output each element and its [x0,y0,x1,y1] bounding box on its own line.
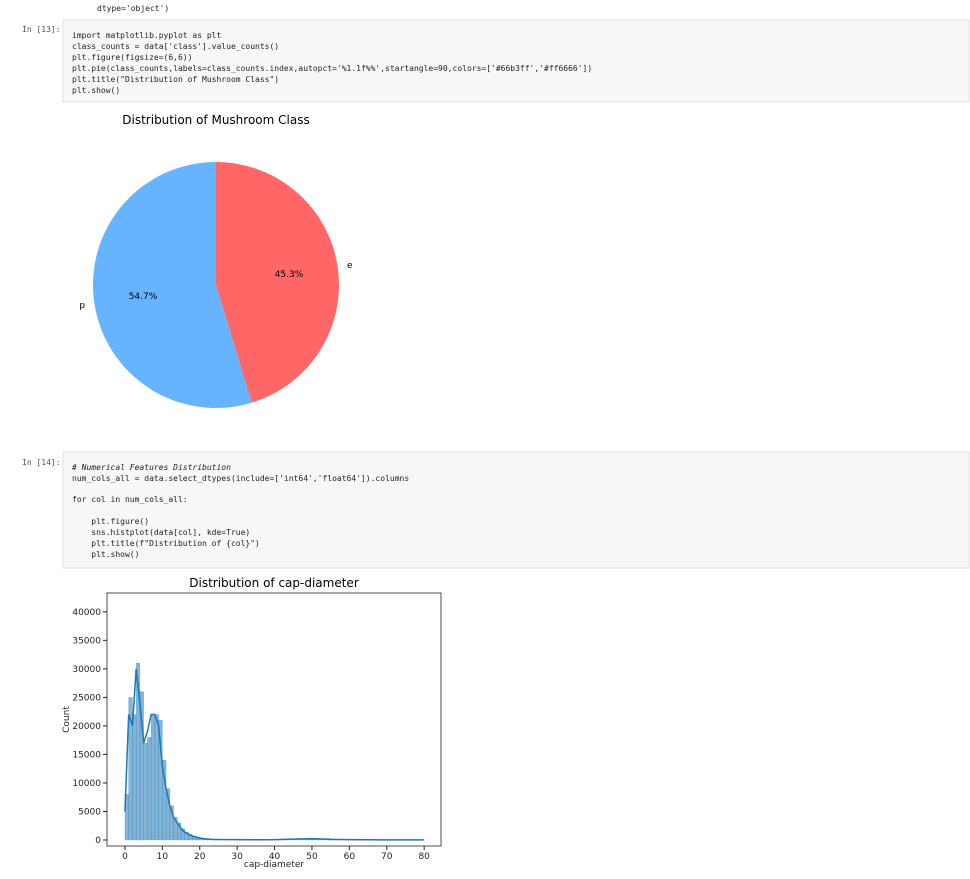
y-tick-label: 30000 [72,665,101,675]
code-line: plt.pie(class_counts,labels=class_counts… [72,64,592,73]
x-tick-label: 70 [381,852,393,862]
cell-prompt: In [13]: [22,25,61,34]
slice-percent: 54.7% [129,292,158,302]
code-cell[interactable] [62,19,970,103]
histogram-bar [124,794,129,841]
histogram-bar [143,742,148,841]
y-tick-label: 25000 [72,693,101,703]
code-line: num_cols_all = data.select_dtypes(includ… [72,474,409,483]
y-tick-label: 0 [95,836,101,846]
x-axis-label: cap-diameter [244,860,305,870]
code-line: plt.show() [72,86,120,95]
slice-label: e [347,261,353,271]
y-tick-label: 5000 [78,807,101,817]
x-tick-label: 60 [344,852,356,862]
cell-prompt: In [14]: [22,458,61,467]
y-tick-label: 35000 [72,636,101,646]
chart-title: Distribution of Mushroom Class [122,113,309,127]
code-line: # Numerical Features Distribution [71,463,231,472]
code-line: plt.title(f"Distribution of {col}") [72,539,260,548]
y-tick-label: 15000 [72,750,101,760]
code-line: plt.figure(figsize=(6,6)) [72,53,192,62]
histogram-bar [154,714,159,841]
histogram-bar [147,737,152,841]
code-line: for col in num_cols_all: [72,495,188,504]
y-tick-label: 20000 [72,722,101,732]
code-cell[interactable] [62,451,970,569]
y-axis-label: Count [62,706,72,733]
code-line: plt.show() [72,550,139,559]
kde-line [124,668,425,841]
code-line: plt.title("Distribution of Mushroom Clas… [72,75,279,84]
code-line: class_counts = data['class'].value_count… [72,42,279,51]
pie-slice [92,162,252,408]
code-line: plt.figure() [72,517,149,526]
code-line: import matplotlib.pyplot as plt [72,31,221,40]
x-tick-label: 10 [157,852,169,862]
x-tick-label: 0 [122,852,128,862]
plot-frame [106,592,442,847]
x-tick-label: 80 [418,852,430,862]
chart-title: Distribution of cap-diameter [189,576,359,590]
x-tick-label: 20 [194,852,206,862]
slice-percent: 45.3% [275,270,304,280]
y-tick-label: 10000 [72,779,101,789]
x-tick-label: 40 [269,852,281,862]
y-tick-label: 40000 [72,608,101,618]
code-line: sns.histplot(data[col], kde=True) [72,528,250,537]
output-text: dtype='object') [97,4,169,13]
slice-label: p [79,301,85,311]
x-tick-label: 30 [231,852,243,862]
histogram-bar [132,714,137,841]
pie-slice [216,162,339,403]
x-tick-label: 50 [306,852,318,862]
histogram-bar [150,714,156,841]
